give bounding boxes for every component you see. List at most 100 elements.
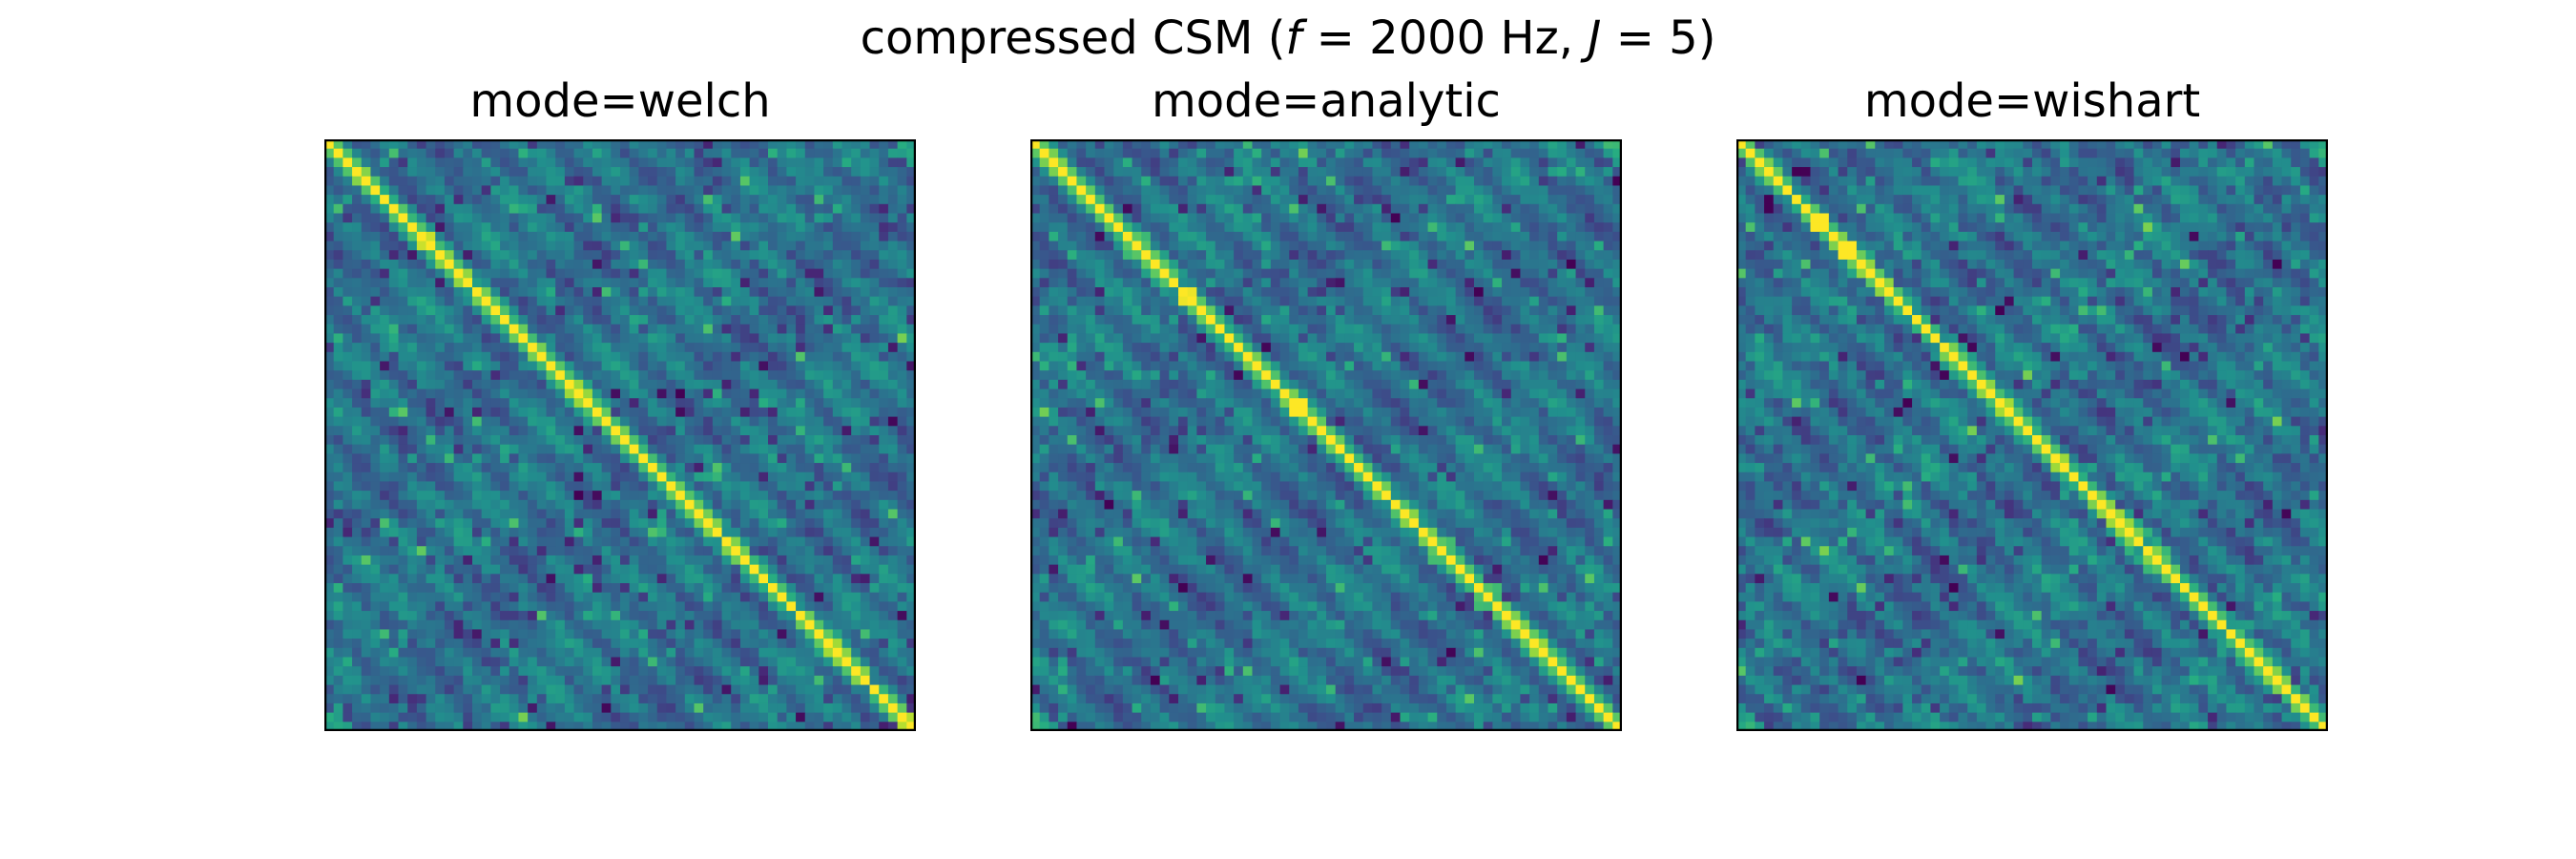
heatmap-cell — [666, 619, 676, 631]
heatmap-cell — [796, 435, 806, 446]
heatmap-cell — [1242, 148, 1254, 158]
heatmap-cell — [887, 259, 899, 270]
heatmap-cell — [841, 481, 852, 492]
heatmap-cell — [490, 324, 501, 335]
heatmap-cell — [721, 324, 732, 335]
heatmap-cell — [739, 241, 751, 251]
heatmap-cell — [1187, 222, 1197, 233]
heatmap-cell — [1279, 259, 1290, 270]
heatmap-cell — [620, 619, 631, 631]
heatmap-cell — [666, 518, 676, 529]
heatmap-cell — [472, 167, 483, 178]
heatmap-cell — [897, 453, 907, 464]
heatmap-cell — [324, 555, 335, 566]
heatmap-cell — [620, 315, 631, 325]
heatmap-cell — [528, 176, 538, 187]
heatmap-cell — [869, 250, 880, 261]
heatmap-cell — [1502, 259, 1512, 270]
heatmap-cell — [823, 231, 834, 242]
heatmap-cell — [851, 694, 862, 704]
heatmap-cell — [509, 592, 520, 602]
heatmap-cell — [666, 167, 676, 178]
heatmap-cell — [1437, 213, 1447, 223]
heatmap-cell — [749, 213, 759, 223]
heatmap-cell — [601, 694, 612, 704]
heatmap-cell — [851, 139, 862, 150]
heatmap-cell — [620, 157, 631, 168]
heatmap-cell — [583, 416, 593, 427]
heatmap-cell — [528, 213, 538, 223]
heatmap-cell — [887, 629, 899, 639]
heatmap-cell — [1335, 157, 1345, 168]
heatmap-cell — [490, 213, 501, 223]
heatmap-cell — [388, 268, 400, 279]
heatmap-cell — [426, 407, 436, 418]
heatmap-cell — [897, 315, 907, 325]
heatmap-cell — [832, 666, 843, 677]
heatmap-cell — [768, 333, 779, 344]
heatmap-cell — [1445, 250, 1457, 261]
heatmap-cell — [851, 592, 862, 602]
heatmap-cell — [435, 666, 446, 677]
heatmap-cell — [879, 287, 889, 298]
heatmap-cell — [887, 463, 899, 473]
heatmap-cell — [380, 722, 390, 731]
heatmap-cell — [906, 639, 916, 649]
heatmap-cell — [694, 453, 704, 464]
heatmap-cell — [1113, 195, 1124, 205]
heatmap-cell — [832, 351, 843, 363]
heatmap-cell — [1298, 148, 1309, 158]
heatmap-cell — [860, 574, 871, 584]
heatmap-cell — [1585, 213, 1595, 223]
heatmap-cell — [796, 343, 806, 353]
heatmap-cell — [444, 259, 455, 270]
heatmap-cell — [906, 278, 916, 288]
heatmap-cell — [851, 250, 862, 261]
heatmap-cell — [869, 148, 880, 158]
heatmap-cell — [648, 278, 658, 288]
heatmap-cell — [860, 185, 871, 196]
heatmap-cell — [361, 546, 372, 556]
heatmap-cell — [796, 139, 806, 150]
heatmap-cell — [758, 527, 769, 538]
heatmap-cell — [1141, 222, 1152, 233]
heatmap-cell — [528, 195, 538, 205]
heatmap-cell — [388, 416, 400, 427]
heatmap-cell — [1086, 241, 1096, 251]
heatmap-cell — [398, 157, 408, 168]
heatmap-cell — [1593, 176, 1605, 187]
heatmap-cell — [1169, 259, 1179, 270]
heatmap-cell — [370, 241, 381, 251]
heatmap-cell — [887, 176, 899, 187]
heatmap-cell — [648, 157, 658, 168]
heatmap-cell — [703, 324, 714, 335]
heatmap-cell — [758, 278, 769, 288]
heatmap-cell — [528, 426, 538, 436]
heatmap-cell — [832, 583, 843, 594]
heatmap-cell — [860, 370, 871, 381]
heatmap-cell — [528, 527, 538, 538]
heatmap-cell — [573, 675, 584, 686]
heatmap-cell — [518, 167, 529, 178]
heatmap-cell — [601, 407, 612, 418]
heatmap-cell — [694, 722, 704, 731]
heatmap-cell — [796, 241, 806, 251]
heatmap-cell — [444, 619, 455, 631]
heatmap-cell — [1335, 241, 1345, 251]
heatmap-cell — [656, 305, 668, 316]
heatmap-cell — [416, 361, 427, 371]
heatmap-cell — [583, 157, 593, 168]
heatmap-cell — [481, 388, 491, 399]
heatmap-cell — [694, 527, 704, 538]
heatmap-cell — [814, 684, 824, 695]
heatmap-cell — [490, 370, 501, 381]
heatmap-cell — [500, 712, 510, 723]
heatmap-cell — [1178, 241, 1189, 251]
heatmap-cell — [648, 491, 658, 501]
heatmap-cell — [906, 592, 916, 602]
heatmap-cell — [1381, 213, 1392, 223]
heatmap-cell — [1104, 231, 1114, 242]
heatmap-cell — [380, 315, 390, 325]
heatmap-cell — [841, 629, 852, 639]
heatmap-cell — [1427, 195, 1438, 205]
